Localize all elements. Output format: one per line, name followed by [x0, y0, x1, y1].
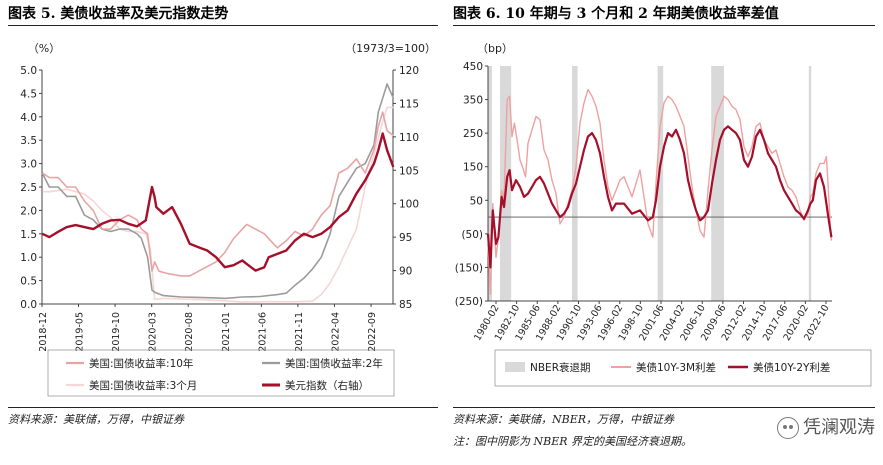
right-title-rule — [453, 25, 875, 26]
recession-band — [808, 66, 812, 301]
recession-band — [572, 66, 578, 301]
left-y-tick-label: 3.0 — [20, 159, 37, 171]
right-y-tick-label: 100 — [399, 199, 419, 211]
legend-label: 美国:国债收益率:3个月 — [89, 379, 197, 392]
y-axis-unit: （bp） — [477, 42, 513, 55]
left-axis-unit: （%） — [28, 42, 60, 55]
series-line — [41, 83, 395, 300]
right-y-tick-label: 90 — [399, 266, 412, 278]
legend-label: 美债10Y-2Y利差 — [753, 361, 830, 374]
x-tick-label: 2021-11 — [294, 312, 305, 352]
x-tick-label: 2021-01 — [221, 312, 232, 352]
y-tick-label: 50 — [470, 195, 483, 207]
watermark-text: 凭澜观涛 — [803, 417, 875, 438]
right-bottom-rule — [453, 407, 875, 408]
x-tick-label: 2018-12 — [38, 312, 49, 352]
legend-box — [47, 349, 395, 397]
y-tick-label: 450 — [463, 61, 483, 73]
left-y-tick-label: 2.5 — [20, 182, 37, 194]
left-y-tick-label: 1.5 — [20, 229, 37, 241]
legend-box — [494, 349, 872, 387]
left-y-tick-label: 0.0 — [20, 299, 37, 311]
left-y-tick-label: 3.5 — [20, 135, 37, 147]
legend-label: 美债10Y-3M利差 — [636, 361, 716, 374]
y-tick-label: 250 — [463, 128, 483, 140]
y-tick-label: (150) — [455, 262, 483, 274]
left-y-tick-label: 4.0 — [20, 112, 37, 124]
left-title-rule — [8, 25, 438, 26]
legend-label: 美元指数（右轴） — [285, 379, 369, 392]
series-line — [41, 111, 394, 277]
left-y-tick-label: 1.0 — [20, 252, 37, 264]
right-source: 资料来源：美联储，NBER，万得，中银证券 — [453, 413, 675, 426]
right-y-tick-label: 115 — [399, 98, 419, 110]
right-axis-unit: （1973/3=100） — [345, 42, 436, 55]
left-y-tick-label: 5.0 — [20, 65, 37, 77]
series-line — [487, 88, 833, 295]
x-tick-label: 2019-05 — [75, 312, 86, 352]
y-tick-label: (50) — [461, 229, 483, 241]
left-bottom-rule — [8, 407, 438, 408]
x-tick-label: 2020-08 — [184, 312, 195, 352]
recession-band — [657, 66, 664, 301]
left-figure-title: 图表 5. 美债收益率及美元指数走势 — [8, 6, 229, 22]
left-y-tick-label: 2.0 — [20, 205, 37, 217]
legend-label: 美国:国债收益率:2年 — [285, 357, 383, 370]
y-tick-label: 350 — [463, 95, 483, 107]
legend-label: 美国:国债收益率:10年 — [89, 357, 193, 370]
left-source: 资料来源：美联储，万得，中银证券 — [8, 413, 184, 426]
right-figure-title: 图表 6. 10 年期与 3 个月和 2 年期美债收益率差值 — [453, 6, 779, 22]
right-y-tick-label: 110 — [399, 132, 419, 144]
series-line — [486, 125, 833, 269]
legend-swatch — [505, 362, 525, 372]
y-tick-label: 150 — [463, 162, 483, 174]
series-line — [41, 132, 395, 272]
watermark: 凭澜观涛 — [777, 413, 875, 439]
x-tick-label: 2022-09 — [367, 312, 378, 352]
left-y-tick-label: 0.5 — [20, 276, 37, 288]
right-y-tick-label: 95 — [399, 232, 412, 244]
recession-band — [488, 66, 492, 301]
x-tick-label: 2021-06 — [257, 312, 268, 352]
y-tick-label: (250) — [455, 296, 483, 308]
right-y-tick-label: 105 — [399, 165, 419, 177]
left-y-tick-label: 4.5 — [20, 88, 37, 100]
left-chart: （%） （1973/3=100） 0.0 0.5 1.0 1.5 2.0 2.5 3.0 3.5 4… — [20, 42, 436, 397]
right-y-tick-label: 85 — [399, 299, 412, 311]
series-line — [42, 106, 394, 303]
right-y-tick-label: 120 — [399, 65, 419, 77]
right-chart: （bp）45035025015050(50)(150)(250)1980-021… — [455, 42, 872, 387]
x-tick-label: 2022-04 — [330, 312, 341, 352]
x-tick-label: 2019-10 — [111, 312, 122, 352]
right-note: 注：图中阴影为 NBER 界定的美国经济衰退期。 — [453, 435, 693, 448]
x-tick-label: 2020-03 — [148, 312, 159, 352]
legend-label: NBER衰退期 — [530, 361, 591, 374]
wechat-icon — [777, 417, 799, 439]
